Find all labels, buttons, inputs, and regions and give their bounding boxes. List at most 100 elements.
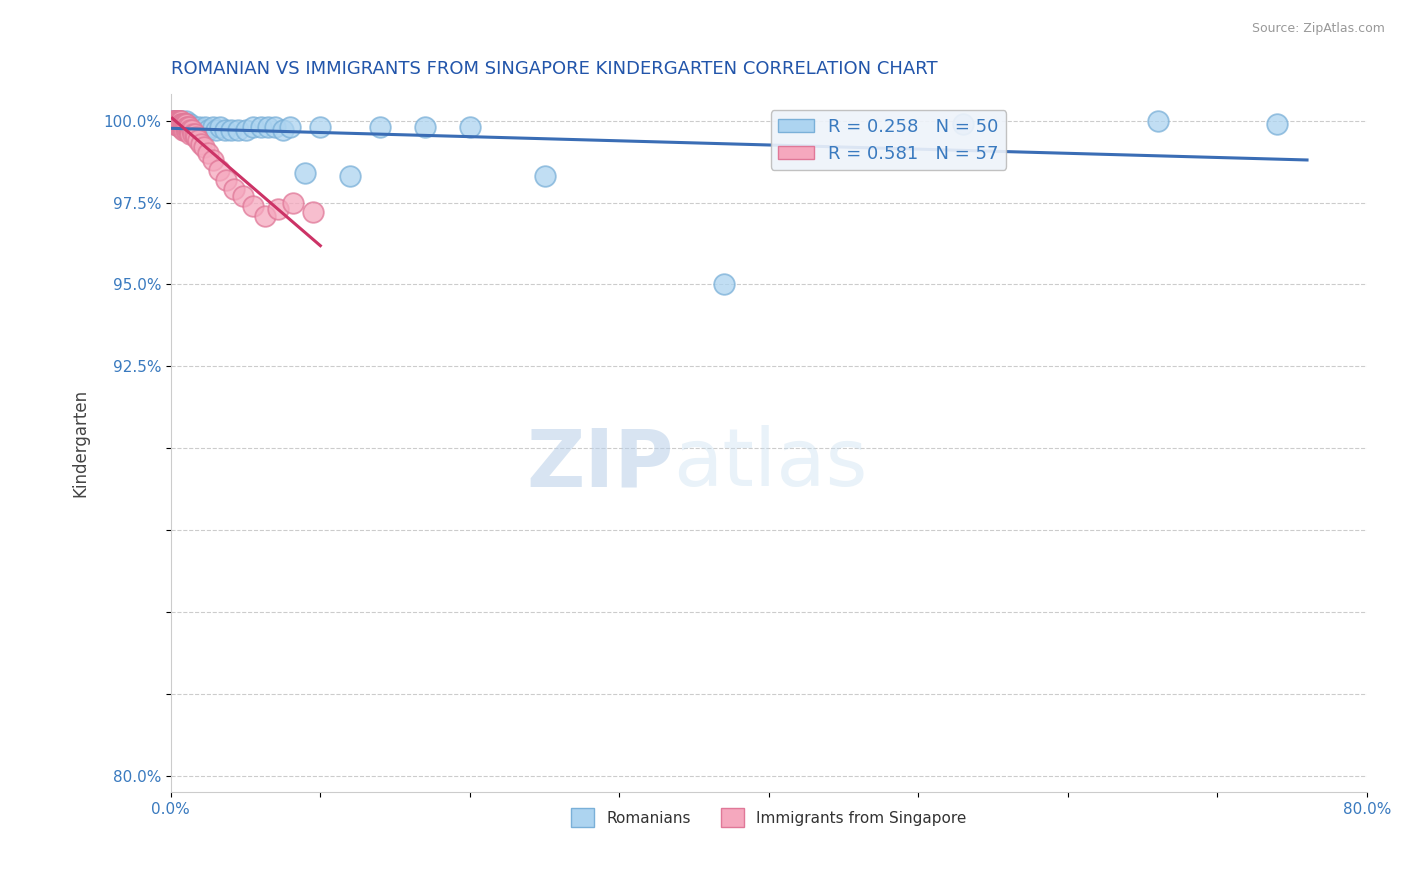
Point	[302, 205, 325, 219]
Point	[174, 117, 197, 131]
Point	[184, 127, 207, 141]
Point	[257, 120, 280, 135]
Point	[179, 123, 201, 137]
Point	[713, 277, 735, 292]
Point	[186, 123, 208, 137]
Point	[169, 117, 191, 131]
Point	[170, 113, 193, 128]
Point	[180, 123, 202, 137]
Point	[165, 117, 187, 131]
Point	[181, 120, 204, 135]
Point	[173, 120, 195, 135]
Point	[167, 117, 190, 131]
Point	[173, 117, 195, 131]
Point	[170, 120, 193, 135]
Point	[166, 117, 188, 131]
Point	[188, 120, 211, 135]
Point	[232, 189, 254, 203]
Text: ROMANIAN VS IMMIGRANTS FROM SINGAPORE KINDERGARTEN CORRELATION CHART: ROMANIAN VS IMMIGRANTS FROM SINGAPORE KI…	[172, 60, 938, 78]
Point	[197, 123, 219, 137]
Point	[249, 120, 271, 135]
Point	[201, 120, 224, 135]
Point	[173, 123, 195, 137]
Point	[172, 117, 194, 131]
Point	[174, 113, 197, 128]
Point	[294, 166, 316, 180]
Point	[167, 117, 190, 131]
Point	[169, 113, 191, 128]
Point	[166, 113, 188, 128]
Point	[190, 136, 212, 151]
Point	[271, 123, 294, 137]
Point	[166, 117, 188, 131]
Point	[169, 120, 191, 135]
Point	[165, 117, 187, 131]
Point	[176, 117, 198, 131]
Point	[413, 120, 436, 135]
Point	[172, 120, 194, 135]
Point	[264, 120, 287, 135]
Point	[163, 117, 186, 131]
Point	[166, 113, 188, 128]
Point	[215, 172, 238, 186]
Point	[197, 146, 219, 161]
Point	[952, 117, 974, 131]
Point	[170, 117, 193, 131]
Point	[222, 182, 245, 196]
Point	[267, 202, 290, 216]
Point	[169, 117, 191, 131]
Point	[242, 120, 264, 135]
Point	[309, 120, 332, 135]
Point	[1146, 113, 1168, 128]
Point	[172, 117, 194, 131]
Text: atlas: atlas	[673, 425, 868, 503]
Point	[179, 117, 201, 131]
Point	[187, 133, 209, 147]
Point	[191, 123, 214, 137]
Point	[283, 195, 305, 210]
Point	[165, 113, 187, 128]
Point	[533, 169, 555, 184]
Point	[226, 123, 249, 137]
Point	[1265, 117, 1288, 131]
Point	[172, 120, 194, 135]
Point	[177, 120, 200, 135]
Point	[176, 123, 198, 137]
Legend: Romanians, Immigrants from Singapore: Romanians, Immigrants from Singapore	[565, 802, 973, 833]
Point	[163, 113, 186, 128]
Point	[162, 113, 184, 128]
Point	[170, 117, 193, 131]
Point	[179, 127, 201, 141]
Y-axis label: Kindergarten: Kindergarten	[72, 389, 89, 497]
Point	[167, 113, 190, 128]
Point	[167, 117, 190, 131]
Point	[173, 117, 195, 131]
Point	[172, 123, 194, 137]
Point	[208, 162, 231, 177]
Point	[170, 117, 193, 131]
Point	[162, 113, 184, 128]
Point	[167, 113, 190, 128]
Point	[174, 120, 197, 135]
Point	[170, 113, 193, 128]
Point	[368, 120, 391, 135]
Point	[209, 120, 232, 135]
Point	[339, 169, 361, 184]
Point	[172, 117, 194, 131]
Point	[194, 120, 217, 135]
Point	[242, 199, 264, 213]
Point	[165, 113, 187, 128]
Point	[169, 113, 191, 128]
Point	[177, 123, 200, 137]
Point	[163, 113, 186, 128]
Point	[193, 140, 215, 154]
Point	[176, 120, 198, 135]
Point	[167, 113, 190, 128]
Point	[177, 120, 200, 135]
Point	[174, 120, 197, 135]
Text: ZIP: ZIP	[526, 425, 673, 503]
Text: Source: ZipAtlas.com: Source: ZipAtlas.com	[1251, 22, 1385, 36]
Point	[166, 113, 188, 128]
Point	[214, 123, 236, 137]
Point	[186, 130, 208, 145]
